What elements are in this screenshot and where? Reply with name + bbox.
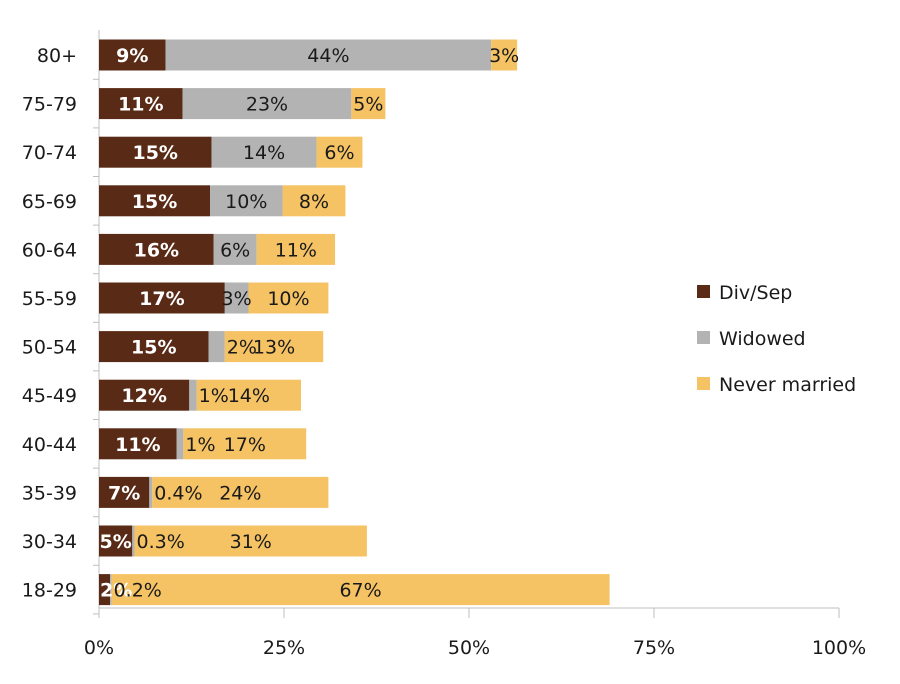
data-label: 3% [489,45,519,67]
data-label: 10% [267,288,309,310]
y-category-label: 80+ [37,45,77,67]
bar-segment-widowed [211,136,317,168]
data-label: 3% [222,288,252,310]
bar-segment-widowed [224,282,249,314]
y-category-label: 65-69 [22,191,77,213]
legend-swatch [697,285,710,298]
bar-segment-widowed [110,574,112,606]
bar-segment-never-married [316,136,363,168]
x-tick-label: 50% [448,637,490,659]
data-label: 5% [100,531,132,553]
data-label: 14% [243,142,285,164]
bar-segment-never-married [248,282,329,314]
legend-swatch [697,377,710,390]
y-category-label: 55-59 [22,288,77,310]
data-label: 11% [275,239,317,261]
bar-segment-never-married [282,185,346,217]
bar-segment-div-sep [99,39,166,71]
x-tick-label: 0% [84,637,114,659]
y-category-label: 75-79 [22,94,77,116]
bar-segment-widowed [208,331,225,363]
y-category-label: 40-44 [22,434,77,456]
y-category-label: 60-64 [22,239,77,261]
bar-segment-widowed [189,379,197,411]
data-label: 44% [307,45,349,67]
bar-segment-div-sep [99,574,111,606]
data-label: 16% [134,239,179,261]
legend-label: Never married [719,374,856,396]
y-category-label: 35-39 [22,482,77,504]
bar-segment-div-sep [99,331,209,363]
bar-segment-widowed [132,525,135,557]
data-label: 6% [220,239,250,261]
legend-label: Widowed [719,328,806,350]
data-label: 14% [228,385,270,407]
bar-segment-widowed [182,88,352,120]
data-label: 1% [185,434,215,456]
data-label: 15% [132,191,177,213]
data-label: 31% [230,531,272,553]
data-label: 17% [139,288,184,310]
bar-segment-never-married [111,574,610,606]
y-category-label: 50-54 [22,337,77,359]
data-label: 0.4% [154,482,202,504]
bar-segment-widowed [213,233,257,265]
data-label: 23% [246,94,288,116]
y-category-label: 70-74 [22,142,77,164]
data-label: 24% [219,482,261,504]
data-label: 11% [118,94,163,116]
bar-segment-div-sep [99,476,150,508]
bar-segment-widowed [210,185,283,217]
bar-segment-div-sep [99,185,210,217]
bar-segment-never-married [491,39,518,71]
bar-segment-widowed [176,428,184,460]
data-label: 1% [199,385,229,407]
y-category-label: 45-49 [22,385,77,407]
bar-segment-widowed [165,39,492,71]
bar-segment-never-married [351,88,386,120]
bar-segment-widowed [149,476,153,508]
data-label: 0.2% [114,580,162,602]
bar-segment-div-sep [99,379,190,411]
x-tick-label: 100% [812,637,866,659]
data-label: 17% [224,434,266,456]
data-label: 6% [324,142,354,164]
bar-segment-never-married [196,379,302,411]
legend-swatch [697,331,710,344]
y-category-label: 18-29 [22,580,77,602]
data-label: 0.3% [137,531,185,553]
data-label: 15% [131,337,176,359]
y-category-label: 30-34 [22,531,77,553]
data-label: 11% [115,434,160,456]
bar-segment-div-sep [99,88,183,120]
bar-segment-never-married [152,476,329,508]
data-label: 7% [108,482,140,504]
bar-segment-never-married [183,428,307,460]
data-label: 13% [253,337,295,359]
bar-segment-div-sep [99,525,133,557]
x-tick-label: 25% [263,637,305,659]
data-label: 2% [227,337,257,359]
data-label: 2% [100,580,132,602]
bar-segment-div-sep [99,282,225,314]
data-label: 8% [299,191,329,213]
bar-segment-div-sep [99,233,214,265]
legend-label: Div/Sep [719,282,792,304]
bar-segment-never-married [134,525,367,557]
data-label: 9% [116,45,148,67]
x-tick-label: 75% [633,637,675,659]
data-label: 5% [353,94,383,116]
data-label: 15% [132,142,177,164]
data-label: 12% [121,385,166,407]
bar-segment-div-sep [99,428,177,460]
bar-segment-never-married [224,331,324,363]
bar-segment-div-sep [99,136,212,168]
bar-segment-never-married [256,233,336,265]
data-label: 10% [225,191,267,213]
data-label: 67% [339,580,381,602]
